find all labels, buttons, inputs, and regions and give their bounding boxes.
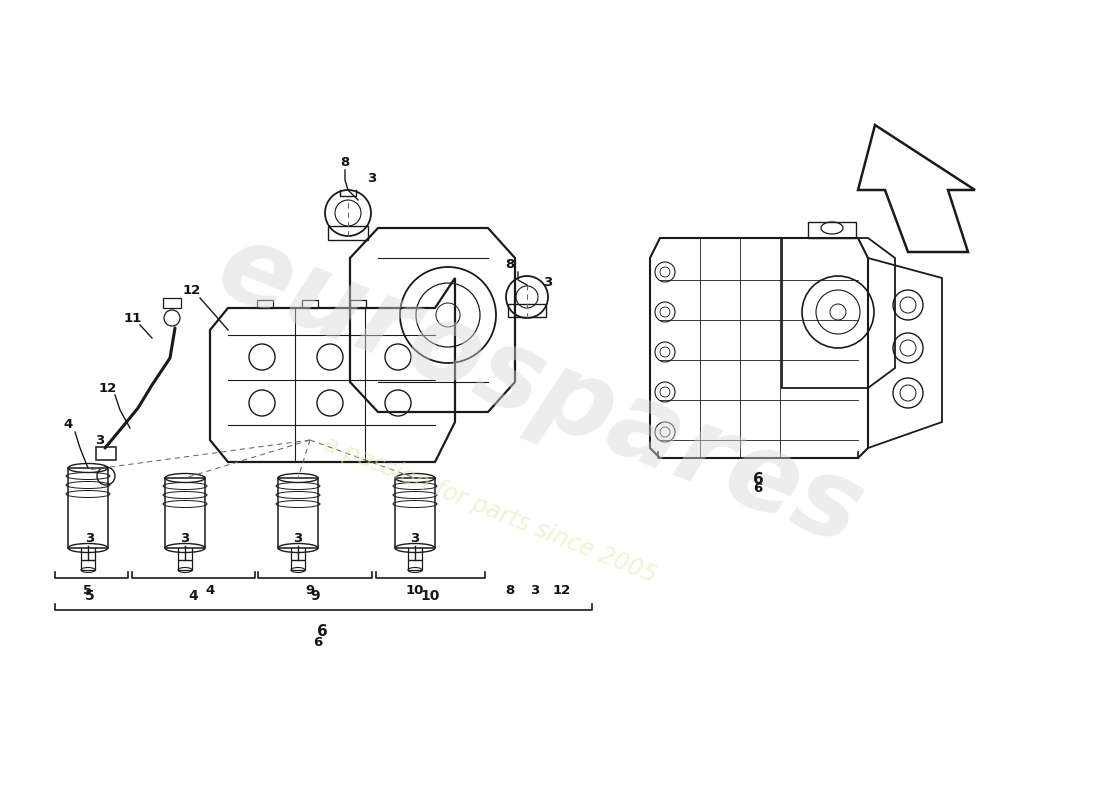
Text: 3: 3: [530, 583, 540, 597]
Text: 12: 12: [99, 382, 117, 394]
Text: 4: 4: [206, 583, 214, 597]
Bar: [395, 478, 434, 548]
Text: 6: 6: [752, 473, 763, 487]
Text: 8: 8: [505, 583, 515, 597]
Text: 3: 3: [294, 531, 302, 545]
Text: 8: 8: [505, 258, 515, 271]
Text: 10: 10: [406, 583, 425, 597]
Bar: [808, 222, 856, 238]
Text: 3: 3: [367, 171, 376, 185]
Bar: [328, 226, 369, 240]
Text: 12: 12: [553, 583, 571, 597]
Bar: [96, 447, 115, 460]
Text: 3: 3: [96, 434, 104, 446]
Text: 9: 9: [310, 589, 320, 603]
Text: 6: 6: [317, 625, 328, 639]
Text: 8: 8: [340, 155, 350, 169]
Text: eurospares: eurospares: [202, 213, 878, 567]
Bar: [165, 478, 205, 548]
Bar: [508, 304, 546, 317]
Text: 3: 3: [86, 531, 95, 545]
Bar: [257, 300, 273, 308]
Bar: [68, 468, 108, 548]
Text: 5: 5: [85, 589, 95, 603]
Text: a passion for parts since 2005: a passion for parts since 2005: [320, 432, 660, 588]
Text: 3: 3: [410, 531, 419, 545]
Text: 10: 10: [420, 589, 440, 603]
Bar: [278, 478, 318, 548]
Text: 4: 4: [64, 418, 73, 431]
Text: 11: 11: [124, 311, 142, 325]
Text: 6: 6: [754, 482, 762, 494]
Bar: [302, 300, 318, 308]
Text: 12: 12: [183, 283, 201, 297]
Text: 3: 3: [543, 275, 552, 289]
Bar: [163, 298, 182, 308]
Text: 5: 5: [84, 583, 92, 597]
Text: 9: 9: [306, 583, 315, 597]
Text: 4: 4: [188, 589, 198, 603]
Text: 3: 3: [180, 531, 189, 545]
Bar: [350, 300, 366, 308]
Text: 6: 6: [314, 637, 322, 650]
